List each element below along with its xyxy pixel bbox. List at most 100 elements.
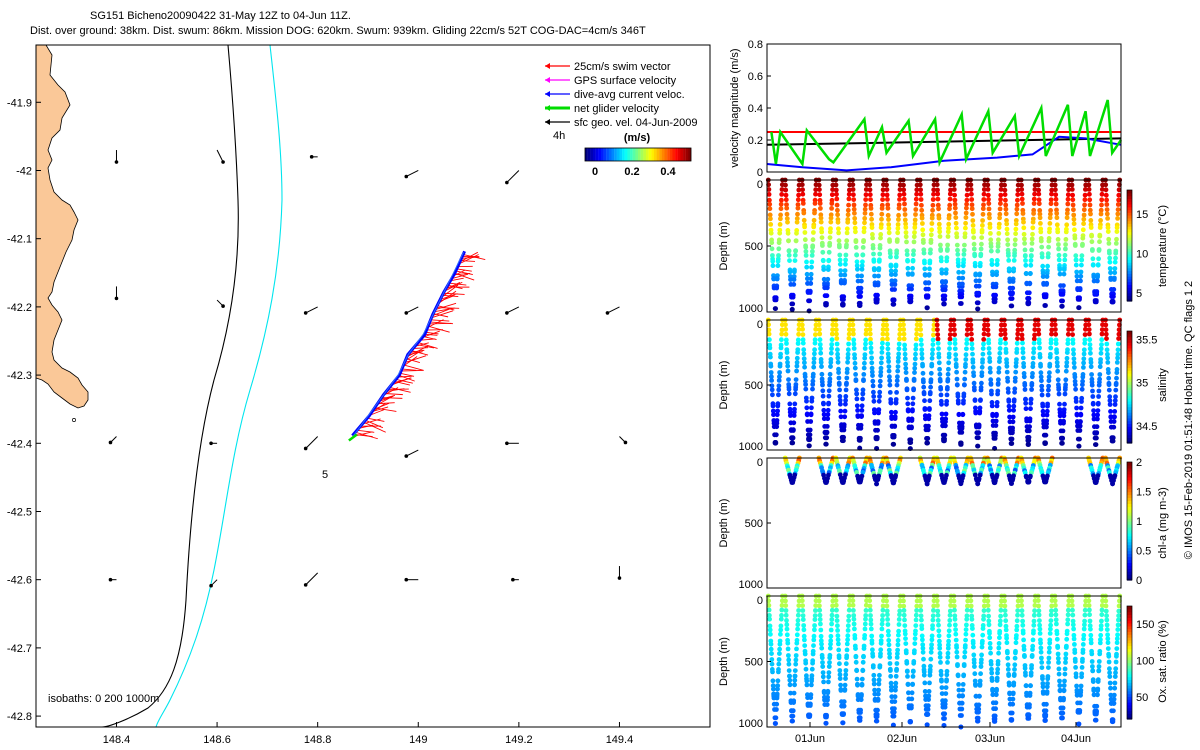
data-point bbox=[1106, 236, 1112, 242]
data-point bbox=[955, 663, 960, 669]
geo-vel-arrowhead bbox=[404, 174, 409, 179]
data-point bbox=[905, 674, 910, 679]
data-point bbox=[1056, 666, 1062, 672]
y-tick-label: -42.6 bbox=[7, 575, 32, 587]
data-point bbox=[801, 633, 807, 639]
legend-arrowhead bbox=[545, 119, 550, 125]
data-point bbox=[922, 406, 928, 411]
data-point bbox=[1046, 387, 1051, 393]
data-point bbox=[897, 612, 902, 618]
data-point bbox=[842, 408, 848, 414]
data-point bbox=[1073, 262, 1079, 268]
data-point bbox=[946, 215, 952, 221]
data-point bbox=[802, 637, 807, 643]
data-point bbox=[1063, 651, 1069, 657]
data-point bbox=[1061, 688, 1067, 694]
data-point bbox=[942, 716, 947, 721]
data-point bbox=[1013, 360, 1019, 366]
data-point bbox=[778, 631, 783, 637]
data-point bbox=[971, 373, 977, 379]
data-point bbox=[876, 687, 881, 693]
data-point bbox=[837, 672, 843, 678]
data-point bbox=[964, 192, 970, 198]
data-point bbox=[852, 210, 857, 216]
data-point bbox=[1064, 636, 1070, 642]
data-point bbox=[990, 413, 996, 419]
data-point bbox=[834, 336, 840, 341]
data-point bbox=[1090, 262, 1096, 268]
data-point bbox=[1094, 424, 1100, 430]
data-point bbox=[897, 598, 903, 604]
data-point bbox=[1029, 241, 1035, 246]
data-point bbox=[1071, 221, 1077, 227]
data-point bbox=[868, 613, 873, 618]
data-point bbox=[805, 276, 810, 282]
data-point bbox=[979, 640, 985, 646]
data-point bbox=[993, 418, 999, 424]
data-point bbox=[767, 345, 773, 351]
data-point bbox=[774, 424, 780, 430]
y-tick-label: -42.3 bbox=[7, 370, 32, 382]
data-point bbox=[986, 197, 991, 202]
data-point bbox=[812, 351, 817, 357]
data-point bbox=[979, 644, 985, 650]
data-point bbox=[859, 693, 864, 699]
data-point bbox=[979, 373, 985, 379]
data-point bbox=[1019, 336, 1025, 342]
data-point bbox=[901, 331, 907, 337]
data-point bbox=[901, 603, 907, 609]
data-point bbox=[767, 616, 772, 622]
colorbar-cell bbox=[1127, 339, 1132, 343]
data-point bbox=[904, 387, 910, 393]
data-point bbox=[1072, 382, 1078, 388]
data-point bbox=[904, 668, 910, 674]
data-point bbox=[878, 369, 884, 375]
data-point bbox=[1107, 394, 1113, 400]
data-point bbox=[1014, 340, 1020, 346]
data-point bbox=[936, 628, 942, 634]
data-point bbox=[1070, 607, 1075, 613]
data-point bbox=[1043, 432, 1049, 438]
colorbar-cell bbox=[1127, 491, 1132, 496]
data-point bbox=[921, 656, 926, 662]
data-point bbox=[880, 192, 886, 198]
data-point bbox=[939, 677, 944, 683]
swim-vector bbox=[447, 284, 463, 290]
data-point bbox=[770, 258, 776, 264]
data-point bbox=[922, 260, 927, 266]
data-point bbox=[794, 230, 799, 236]
data-point bbox=[854, 263, 860, 269]
data-point bbox=[1054, 360, 1060, 365]
data-point bbox=[860, 391, 866, 397]
data-point bbox=[1071, 207, 1076, 213]
data-point bbox=[1115, 622, 1121, 628]
data-point bbox=[1045, 392, 1051, 398]
data-point bbox=[800, 201, 806, 206]
swim-vector bbox=[429, 321, 453, 325]
data-point bbox=[821, 679, 826, 685]
data-point bbox=[1086, 187, 1092, 192]
data-point bbox=[837, 668, 843, 673]
data-point bbox=[1037, 211, 1043, 217]
data-point bbox=[998, 607, 1004, 613]
data-point bbox=[790, 708, 796, 714]
data-point bbox=[1009, 717, 1015, 722]
data-point bbox=[897, 608, 903, 614]
data-point bbox=[1072, 227, 1077, 233]
data-point bbox=[1063, 237, 1069, 242]
data-point bbox=[779, 331, 785, 337]
data-point bbox=[935, 191, 941, 197]
data-point bbox=[1090, 388, 1095, 394]
data-point bbox=[876, 267, 882, 273]
data-point bbox=[921, 240, 926, 246]
data-point bbox=[889, 409, 894, 415]
data-point bbox=[1105, 360, 1111, 365]
data-point bbox=[868, 617, 874, 623]
data-point bbox=[969, 341, 975, 347]
colorbar-cell bbox=[1127, 608, 1132, 613]
data-point bbox=[964, 341, 970, 346]
data-point bbox=[989, 666, 994, 672]
data-point bbox=[830, 603, 835, 609]
data-point bbox=[894, 239, 900, 244]
colorbar-cell bbox=[1127, 392, 1132, 396]
